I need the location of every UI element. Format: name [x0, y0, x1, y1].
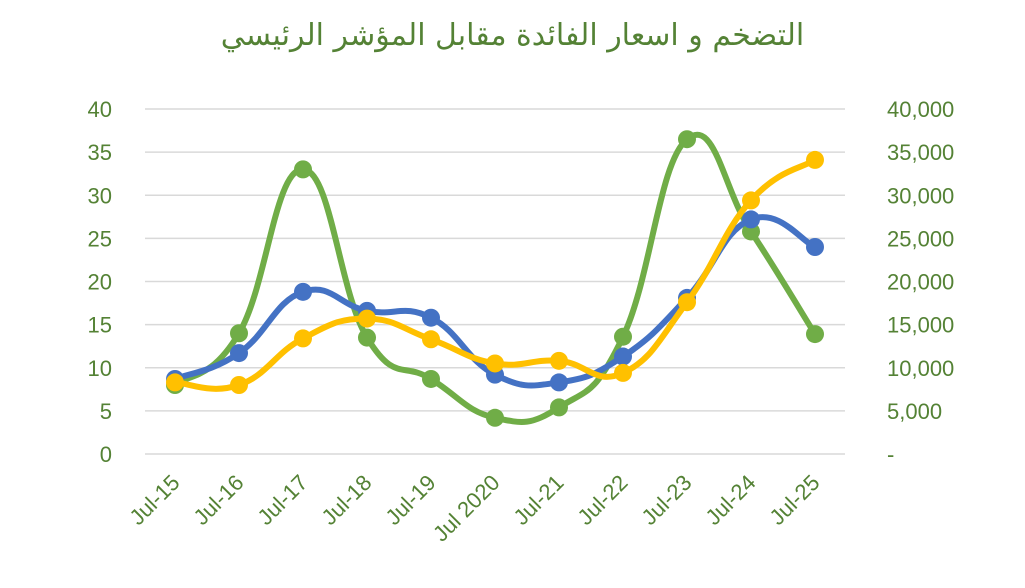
series-3 [166, 150, 824, 394]
right-tick-label: 35,000 [887, 140, 954, 165]
data-point [806, 238, 824, 256]
x-tick-label: Jul-19 [380, 470, 440, 530]
data-point [550, 373, 568, 392]
data-point [678, 293, 696, 312]
x-tick-label: Jul-24 [700, 470, 760, 530]
left-tick-label: 5 [100, 399, 112, 424]
x-tick-label: Jul-16 [188, 470, 248, 530]
data-point [550, 351, 568, 370]
data-point [678, 130, 696, 149]
right-tick-label: 20,000 [887, 270, 954, 295]
data-point [294, 160, 312, 179]
series-group [166, 130, 824, 427]
data-point [550, 398, 568, 417]
data-point [742, 210, 760, 229]
data-point [486, 354, 504, 373]
left-tick-label: 40 [88, 97, 112, 122]
chart-title: التضخم و اسعار الفائدة مقابل المؤشر الرئ… [220, 18, 805, 53]
x-tick-label: Jul-21 [508, 470, 568, 530]
data-point [230, 324, 248, 343]
right-tick-label: 25,000 [887, 226, 954, 251]
data-point [806, 325, 824, 344]
gridlines [145, 108, 845, 455]
data-point [614, 347, 632, 366]
x-tick-label: Jul-17 [252, 470, 312, 530]
right-tick-label: 30,000 [887, 183, 954, 208]
left-tick-label: 10 [88, 356, 112, 381]
x-tick-label: Jul-18 [316, 470, 376, 530]
left-tick-label: 15 [88, 313, 112, 338]
data-point [358, 328, 376, 347]
left-tick-label: 35 [88, 140, 112, 165]
left-tick-label: 25 [88, 226, 112, 251]
data-point [614, 363, 632, 382]
data-point [422, 330, 440, 349]
data-point [358, 309, 376, 328]
right-tick-label: 10,000 [887, 356, 954, 381]
right-tick-label: 15,000 [887, 313, 954, 338]
data-point [230, 376, 248, 394]
data-point [230, 344, 248, 363]
x-tick-label: Jul-22 [572, 470, 632, 530]
data-point [742, 191, 760, 210]
data-point [422, 369, 440, 388]
x-tick-label: Jul-23 [636, 470, 696, 530]
data-point [486, 408, 504, 427]
left-tick-label: 20 [88, 270, 112, 295]
left-tick-label: 0 [100, 442, 112, 467]
data-point [806, 150, 824, 169]
x-tick-label: Jul-15 [124, 470, 184, 530]
data-point [294, 282, 312, 301]
data-point [166, 373, 184, 392]
left-axis-ticks: 0 5 10 15 20 25 30 35 40 [88, 97, 112, 467]
right-tick-label: 5,000 [887, 399, 942, 424]
right-tick-label: - [887, 442, 894, 467]
right-axis-ticks: - 5,000 10,000 15,000 20,000 25,000 30,000 35,0… [887, 97, 954, 467]
data-point [422, 308, 440, 327]
data-point [294, 329, 312, 348]
left-tick-label: 30 [88, 183, 112, 208]
x-tick-label: Jul-25 [764, 470, 824, 530]
right-tick-label: 40,000 [887, 97, 954, 122]
data-point [614, 327, 632, 346]
x-tick-label: Jul 2020 [428, 470, 505, 547]
